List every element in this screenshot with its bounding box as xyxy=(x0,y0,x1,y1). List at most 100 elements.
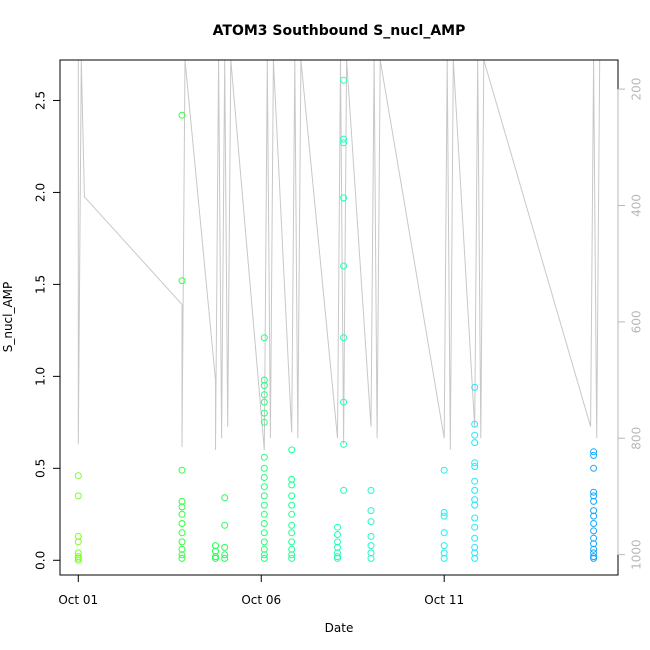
y-tick-label: 0.5 xyxy=(34,459,48,478)
x-tick-label: Oct 01 xyxy=(58,593,98,607)
data-point xyxy=(212,554,219,562)
data-point xyxy=(590,464,598,472)
data-point xyxy=(471,420,479,428)
data-point xyxy=(334,554,341,562)
data-point xyxy=(178,111,186,119)
data-point xyxy=(334,531,341,538)
y-tick-label: 1.5 xyxy=(34,275,48,294)
depth-trace xyxy=(77,59,601,450)
data-point xyxy=(288,510,296,518)
data-point xyxy=(178,551,186,559)
data-point xyxy=(178,554,186,562)
chart-title: ATOM3 Southbound S_nucl_AMP xyxy=(213,23,466,39)
y-tick-label: 1.0 xyxy=(34,367,48,386)
data-point xyxy=(340,194,348,202)
data-point xyxy=(340,486,348,494)
y-axis-label: S_nucl_AMP xyxy=(1,282,15,353)
data-point xyxy=(471,501,479,509)
data-points xyxy=(74,76,598,564)
data-point xyxy=(260,538,268,546)
data-point xyxy=(590,512,598,520)
data-point xyxy=(590,451,598,459)
data-point xyxy=(440,542,448,550)
data-point xyxy=(178,503,186,511)
data-point xyxy=(260,391,268,399)
data-point xyxy=(367,486,375,494)
data-point xyxy=(74,538,82,546)
data-point xyxy=(471,523,479,531)
data-point xyxy=(260,453,268,461)
y-axis-right: 200 400 600 800 1000 xyxy=(617,78,644,570)
data-point xyxy=(74,472,82,480)
data-point xyxy=(178,529,186,537)
y-tick-label: 2.0 xyxy=(34,183,48,202)
data-point xyxy=(440,554,448,562)
y-right-tick-label: 1000 xyxy=(630,539,644,570)
data-point xyxy=(260,501,268,509)
data-point xyxy=(288,446,296,454)
data-point xyxy=(590,488,598,496)
data-point xyxy=(340,139,348,147)
data-point xyxy=(471,534,479,542)
data-point xyxy=(590,554,598,562)
data-point xyxy=(260,520,268,527)
data-point xyxy=(221,551,229,559)
y-right-tick-label: 400 xyxy=(630,194,644,217)
data-point xyxy=(288,554,296,562)
data-point xyxy=(260,474,268,481)
data-point xyxy=(590,527,598,535)
data-point xyxy=(340,440,348,448)
data-point xyxy=(340,135,348,143)
data-point xyxy=(74,554,82,562)
data-point xyxy=(221,494,229,502)
data-point xyxy=(260,510,268,518)
data-point xyxy=(471,554,479,562)
data-point xyxy=(178,520,186,527)
x-axis-label: Date xyxy=(325,621,354,635)
data-point xyxy=(440,509,448,516)
data-point xyxy=(440,466,448,474)
data-point xyxy=(288,501,296,509)
y-right-tick-label: 800 xyxy=(630,427,644,450)
data-point xyxy=(367,542,375,550)
data-point xyxy=(288,551,296,559)
y-axis: 0.0 0.5 1.0 1.5 2.0 2.5 xyxy=(34,91,61,570)
data-point xyxy=(340,262,348,270)
data-point xyxy=(260,464,268,472)
data-point xyxy=(74,556,82,564)
data-point xyxy=(260,492,268,500)
data-point xyxy=(590,497,598,505)
data-point xyxy=(590,520,598,527)
data-point xyxy=(178,277,186,285)
data-point xyxy=(471,431,479,439)
data-point xyxy=(471,477,479,485)
data-point xyxy=(340,76,348,84)
data-point xyxy=(440,512,448,520)
x-tick-label: Oct 06 xyxy=(241,593,281,607)
data-point xyxy=(288,521,296,529)
x-axis: Oct 01 Oct 06 Oct 11 xyxy=(58,574,464,607)
data-point xyxy=(74,492,82,500)
data-point xyxy=(340,334,348,342)
y-tick-label: 0.0 xyxy=(34,551,48,570)
data-point xyxy=(471,514,479,522)
data-point xyxy=(471,439,479,447)
data-point xyxy=(260,382,268,390)
data-point xyxy=(471,459,479,467)
data-point xyxy=(367,554,375,562)
data-point xyxy=(471,383,479,391)
data-point xyxy=(221,554,229,562)
data-point xyxy=(288,481,296,489)
data-point xyxy=(221,521,229,529)
data-point xyxy=(367,518,375,526)
data-point xyxy=(288,538,296,546)
y-right-tick-label: 200 xyxy=(630,78,644,101)
data-point xyxy=(367,532,375,540)
x-tick-label: Oct 11 xyxy=(424,593,464,607)
y-tick-label: 2.5 xyxy=(34,91,48,110)
data-point xyxy=(178,538,186,546)
data-point xyxy=(260,529,268,537)
data-point xyxy=(367,507,375,515)
data-point xyxy=(178,466,186,474)
